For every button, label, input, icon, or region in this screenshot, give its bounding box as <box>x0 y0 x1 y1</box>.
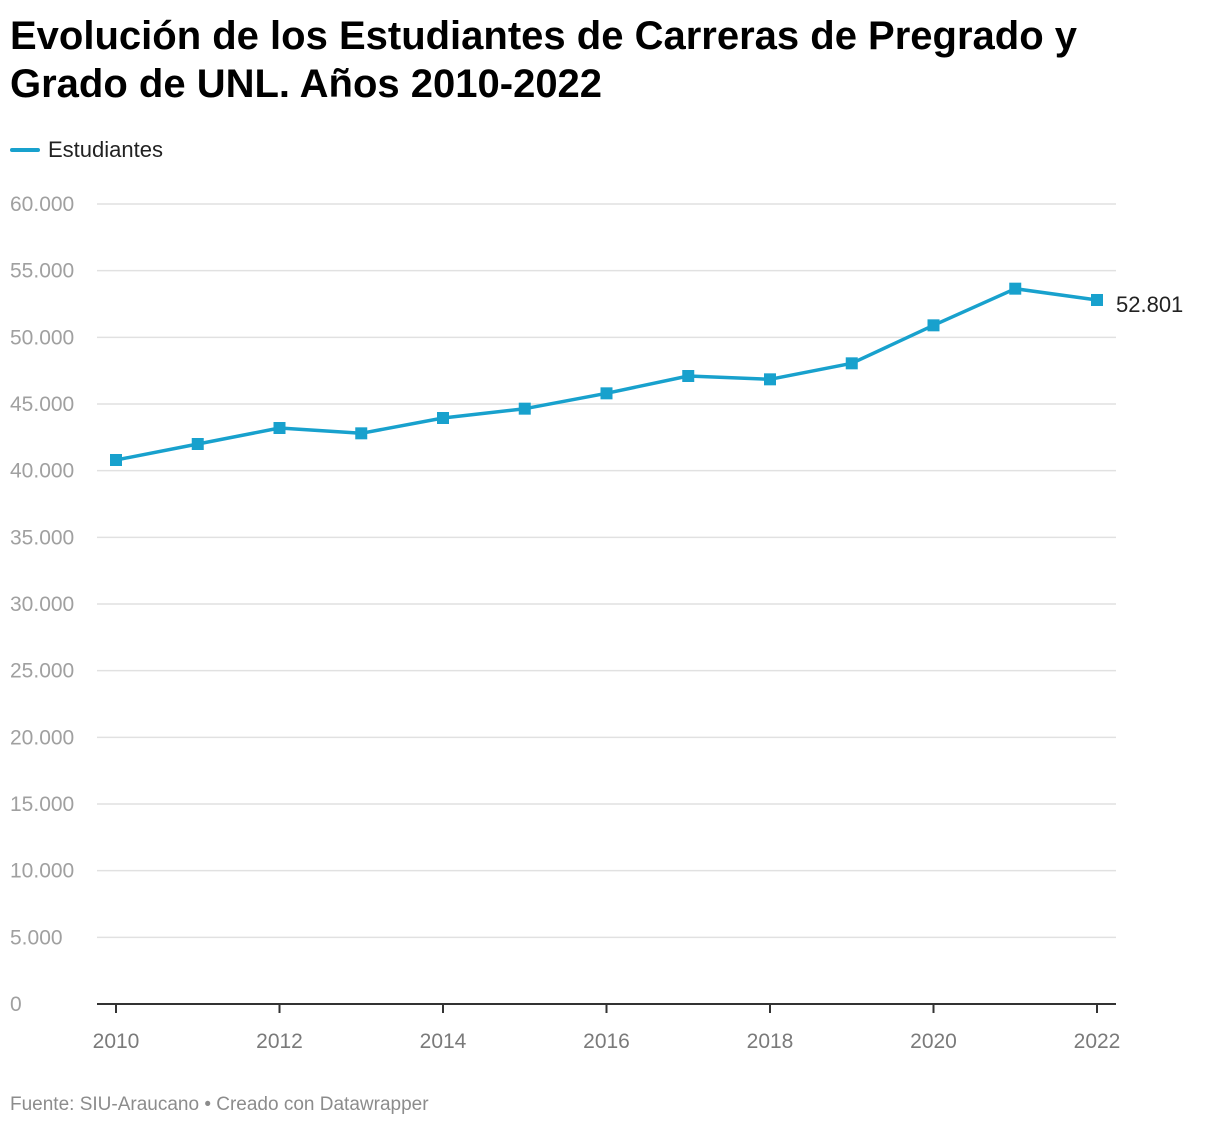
y-tick-label: 10.000 <box>10 860 74 883</box>
data-point-2017 <box>682 370 695 382</box>
y-tick-label: 20.000 <box>10 726 74 749</box>
series-estudiantes <box>110 282 1103 466</box>
y-tick-label: 50.000 <box>10 326 74 349</box>
data-labels: 52.801 <box>1116 292 1183 317</box>
x-axis: 2010 2012 2014 2016 2018 2020 2022 <box>93 1003 1121 1053</box>
x-tick-label: 2018 <box>747 1030 794 1053</box>
y-tick-label: 60.000 <box>10 193 74 216</box>
x-tick-label: 2022 <box>1074 1030 1121 1053</box>
source-footer: Fuente: SIU-Araucano • Creado con Datawr… <box>10 1094 429 1115</box>
legend-label-estudiantes: Estudiantes <box>48 137 163 162</box>
y-tick-label: 25.000 <box>10 660 74 683</box>
legend: Estudiantes <box>10 137 163 163</box>
data-point-2018 <box>764 373 776 386</box>
x-tick-label: 2012 <box>256 1030 303 1053</box>
y-tick-label: 45.000 <box>10 393 74 416</box>
y-tick-label: 35.000 <box>10 526 74 549</box>
x-tick-label: 2014 <box>420 1030 467 1053</box>
data-point-2015 <box>518 402 531 415</box>
data-point-2013 <box>355 427 368 440</box>
data-point-2019 <box>845 357 858 370</box>
y-tick-label: 40.000 <box>10 460 74 483</box>
y-tick-label: 30.000 <box>10 593 74 616</box>
gridlines <box>97 203 1116 939</box>
legend-swatch-estudiantes <box>10 148 40 152</box>
data-point-2016 <box>600 387 613 400</box>
data-point-2014 <box>437 412 449 424</box>
data-point-2021 <box>1009 282 1022 295</box>
y-tick-label: 5.000 <box>10 926 63 949</box>
data-point-2011 <box>191 438 204 450</box>
y-tick-label: 0 <box>10 993 22 1016</box>
y-axis-tick-labels: 0 5.000 10.000 15.000 20.000 25.000 30.000 35.0… <box>10 193 74 1016</box>
y-tick-label: 15.000 <box>10 793 74 816</box>
x-tick-label: 2020 <box>910 1030 957 1053</box>
x-tick-label: 2016 <box>583 1030 630 1053</box>
data-point-2022 <box>1091 293 1103 306</box>
series-line-estudiantes <box>114 286 1099 462</box>
data-point-2010 <box>110 454 122 466</box>
end-value-label: 52.801 <box>1116 292 1183 317</box>
data-point-2012 <box>273 422 286 434</box>
y-tick-label: 55.000 <box>10 260 74 283</box>
x-tick-label: 2010 <box>93 1030 140 1053</box>
chart-title: Evolución de los Estudiantes de Carreras… <box>10 14 1078 106</box>
data-point-2020 <box>927 319 940 332</box>
